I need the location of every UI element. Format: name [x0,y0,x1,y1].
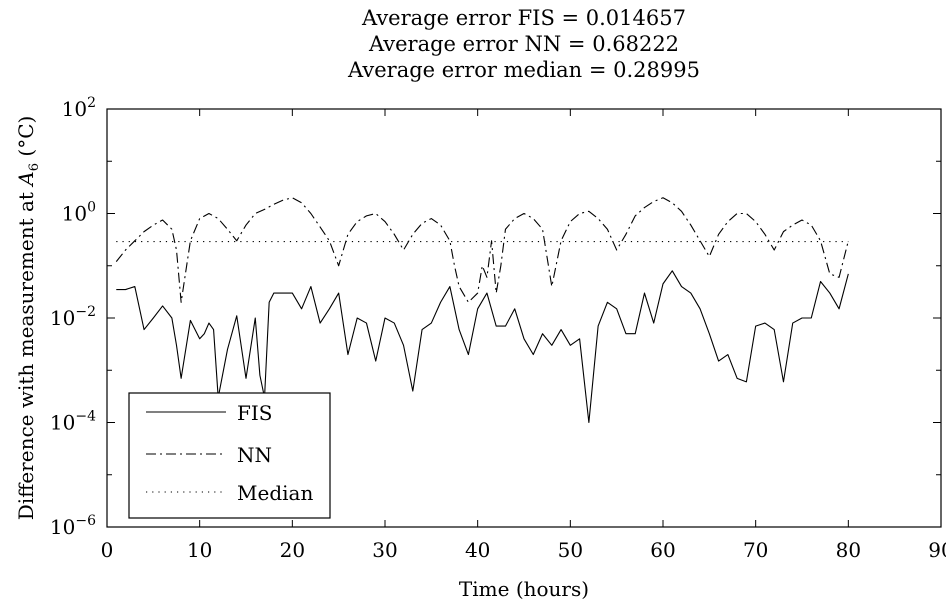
x-tick-label: 50 [558,538,583,562]
x-axis-label: Time (hours) [459,577,589,601]
x-tick-label: 0 [101,538,114,562]
x-tick-label: 60 [650,538,675,562]
x-tick-label: 30 [372,538,397,562]
legend-label-fis: FIS [237,401,272,425]
x-tick-label: 40 [465,538,490,562]
series-line-nn [115,197,849,303]
legend-label-nn: NN [237,443,272,467]
plot-frame [106,108,942,528]
y-tick-label: 10−4 [50,409,96,435]
legend: FIS NN Median [128,392,331,519]
y-tick-label: 102 [62,95,96,121]
title-line-nn: Average error NN = 0.68222 [368,32,679,56]
legend-box [128,392,331,519]
y-axis-label: Difference with measurement at A6 (°C) [14,116,42,521]
y-tick-label: 10−6 [50,513,96,539]
x-tick-label: 80 [836,538,861,562]
series-layer [115,197,849,424]
x-tick-label: 70 [743,538,768,562]
y-tick-label: 10−2 [50,304,96,330]
x-axis-ticks: 0 10 20 30 40 50 60 70 80 90 [101,109,946,562]
x-tick-label: 10 [187,538,212,562]
x-tick-label: 20 [280,538,305,562]
y-axis-ticks: 102 100 10−2 10−4 10−6 [50,95,941,539]
y-tick-label: 100 [62,200,96,226]
title-line-fis: Average error FIS = 0.014657 [361,6,686,30]
title-line-median: Average error median = 0.28995 [347,58,700,82]
chart-title: Average error FIS = 0.014657 Average err… [347,6,700,82]
x-tick-label: 90 [928,538,946,562]
legend-label-median: Median [237,481,313,505]
